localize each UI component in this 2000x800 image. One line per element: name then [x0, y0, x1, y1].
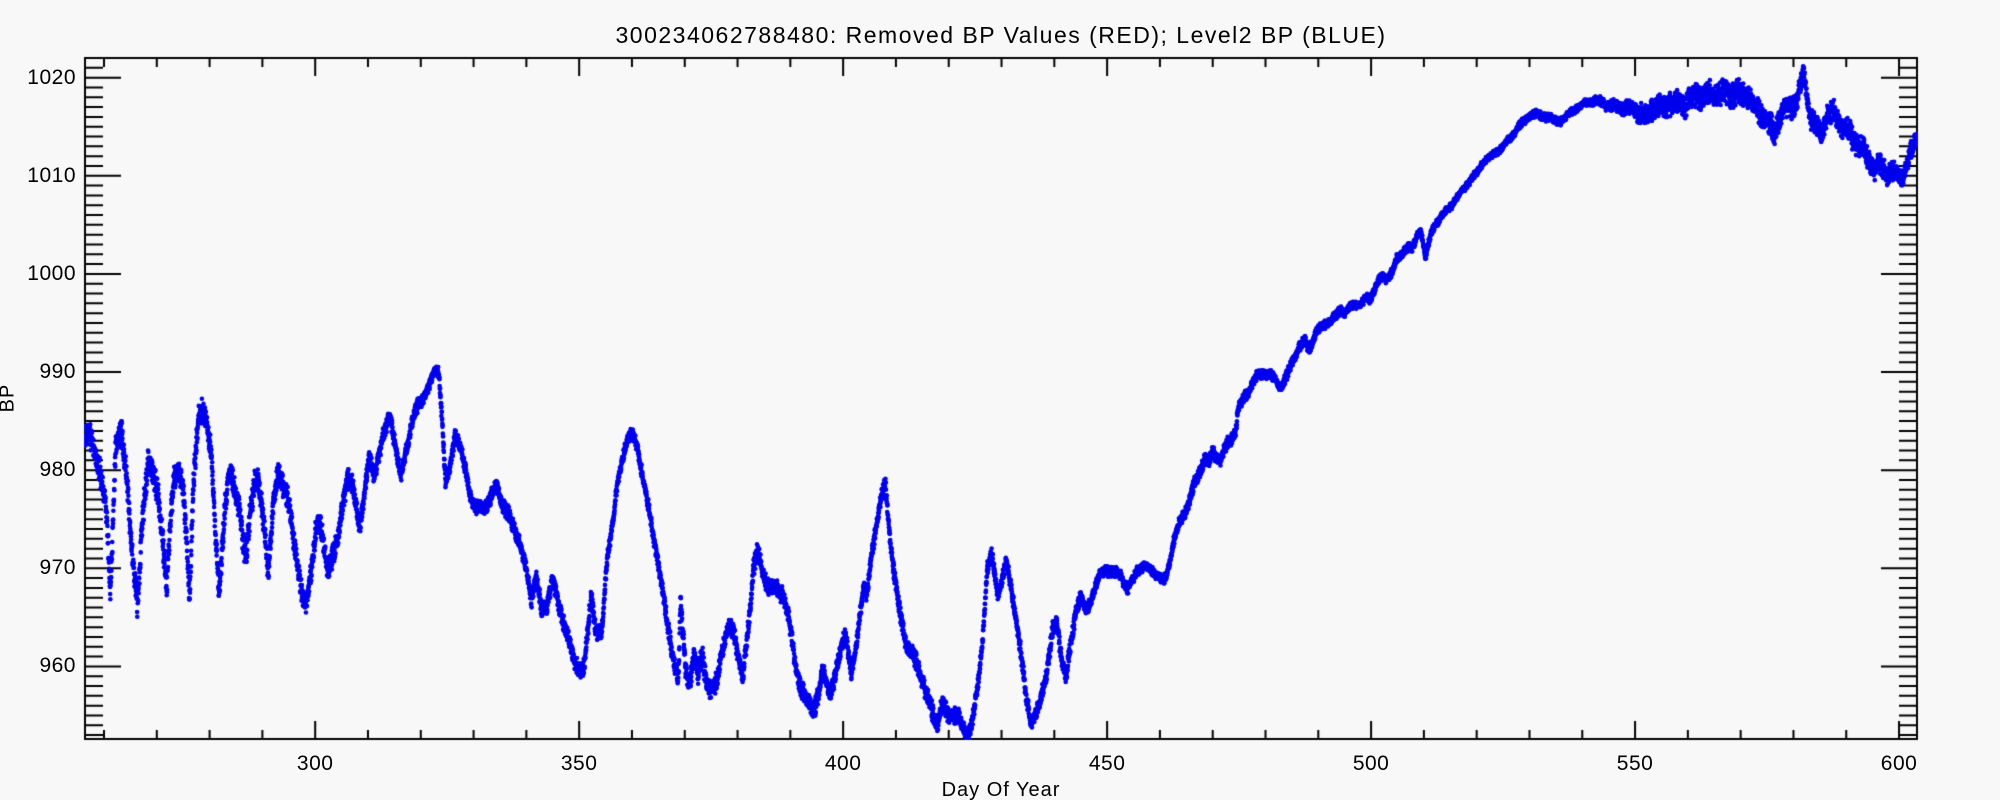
y-tick-label-1000: 1000: [27, 261, 76, 285]
x-tick-label-450: 450: [1088, 752, 1126, 775]
x-tick-label-400: 400: [824, 752, 862, 775]
y-tick-label-980: 980: [39, 458, 76, 482]
y-axis-title: BP: [0, 383, 19, 413]
x-axis-title: Day Of Year: [941, 779, 1061, 800]
chart-title: 300234062788480: Removed BP Values (RED)…: [615, 22, 1387, 48]
y-tick-label-990: 990: [39, 360, 76, 383]
x-tick-label-600: 600: [1880, 752, 1918, 775]
y-tick-label-960: 960: [39, 654, 76, 678]
x-tick-label-550: 550: [1616, 752, 1654, 775]
x-tick-label-300: 300: [296, 752, 334, 775]
y-tick-label-1020: 1020: [27, 65, 76, 89]
x-tick-label-500: 500: [1352, 752, 1390, 775]
y-tick-label-970: 970: [39, 556, 76, 580]
x-tick-label-350: 350: [560, 752, 598, 775]
y-tick-label-1010: 1010: [27, 163, 76, 187]
